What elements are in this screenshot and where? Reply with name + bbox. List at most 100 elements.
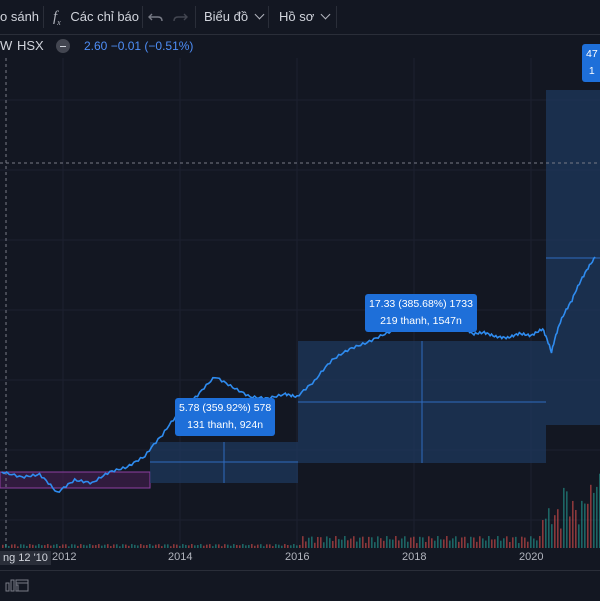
volume-bar [11, 544, 13, 548]
measure-label-line2: 1 [588, 65, 595, 77]
symbol-name[interactable]: W [0, 38, 13, 53]
volume-bar [488, 536, 490, 548]
volume-bar [74, 544, 76, 548]
measure-label-line1: 47 [586, 48, 598, 60]
measure-label-2020: 47 1 [582, 44, 600, 82]
volume-bar [260, 544, 262, 548]
volume-bar [125, 544, 127, 548]
volume-bar [23, 544, 25, 548]
volume-bar [110, 546, 112, 548]
volume-bar [50, 545, 52, 548]
volume-bar [419, 536, 421, 548]
undo-icon [148, 13, 163, 22]
volume-bar [47, 544, 49, 548]
volume-bar [20, 544, 22, 548]
undo-button[interactable] [148, 0, 168, 34]
volume-bar [293, 544, 295, 548]
volume-bar [521, 536, 523, 548]
volume-bar [101, 545, 103, 548]
chart-menu-button[interactable]: Biểu đồ [204, 0, 265, 34]
x-axis-tick: 2018 [402, 551, 427, 563]
volume-bar [440, 539, 442, 548]
volume-bar [554, 515, 556, 548]
volume-bar [53, 544, 55, 548]
volume-bar [116, 544, 118, 548]
volume-bar [248, 544, 250, 548]
volume-bar [104, 544, 106, 548]
profile-menu-button[interactable]: Hồ sơ [279, 0, 331, 34]
volume-bar [446, 536, 448, 548]
volume-bar [41, 545, 43, 548]
volume-bar [332, 540, 334, 548]
volume-bar [176, 544, 178, 548]
calendar-icon[interactable] [14, 577, 30, 593]
volume-bar [122, 544, 124, 548]
volume-bar [587, 503, 589, 548]
volume-bar [14, 544, 16, 548]
volume-bar [365, 542, 367, 548]
indicators-button[interactable]: fx Các chỉ báo [53, 0, 139, 34]
volume-bar [596, 486, 598, 548]
volume-bar [98, 544, 100, 548]
volume-bar [380, 538, 382, 548]
volume-bar [140, 544, 142, 548]
volume-bar [2, 544, 4, 548]
volume-bar [212, 546, 214, 548]
volume-bar [143, 545, 145, 548]
measure-label-2017: 17.33 (385.68%) 1733 219 thanh, 1547n [365, 294, 477, 332]
volume-bar [275, 544, 277, 548]
volume-bar [452, 538, 454, 548]
volume-bar [551, 524, 553, 548]
volume-bar [95, 545, 97, 548]
volume-bar [164, 544, 166, 548]
volume-bar [536, 540, 538, 548]
volume-bar [287, 544, 289, 548]
volume-bar [62, 544, 64, 548]
volume-bar [356, 541, 358, 548]
volume-bar [557, 509, 559, 548]
volume-bar [281, 545, 283, 548]
price-line-series [1, 256, 596, 493]
volume-bar [539, 536, 541, 548]
volume-bar [470, 536, 472, 548]
volume-bar [107, 544, 109, 548]
volume-bar [491, 539, 493, 548]
volume-bar [497, 536, 499, 548]
volume-bar [416, 543, 418, 548]
redo-button[interactable] [172, 0, 192, 34]
chart-menu-label: Biểu đồ [204, 9, 249, 24]
volume-bar [218, 544, 220, 548]
x-axis-tick: 2020 [519, 551, 544, 563]
compare-button[interactable]: o sánh [0, 9, 40, 24]
volume-bar [455, 536, 457, 548]
volume-bar [353, 536, 355, 548]
volume-bar [341, 539, 343, 548]
volume-bar [254, 545, 256, 548]
minus-icon[interactable] [56, 39, 70, 53]
volume-bar [230, 545, 232, 548]
volume-bar [227, 544, 229, 548]
volume-bar [347, 540, 349, 548]
volume-bar [272, 546, 274, 548]
volume-bar [569, 516, 571, 548]
volume-bar [83, 544, 85, 548]
chevron-down-icon [254, 9, 265, 20]
volume-bar [437, 536, 439, 548]
volume-bar [500, 540, 502, 548]
volume-bar [158, 544, 160, 548]
volume-bar [476, 541, 478, 548]
volume-bar [257, 544, 259, 548]
volume-bar [17, 546, 19, 548]
toolbar-divider [195, 6, 196, 28]
volume-bar [509, 542, 511, 548]
volume-bar [512, 537, 514, 548]
volume-bar [428, 536, 430, 548]
x-axis-cursor-label: ng 12 '10 [0, 551, 51, 565]
volume-bar [443, 539, 445, 548]
measure-label-2014: 5.78 (359.92%) 578 131 thanh, 924n [175, 398, 276, 436]
toolbar-divider [142, 6, 143, 28]
volume-bar [506, 536, 508, 548]
volume-bar [320, 537, 322, 548]
volume-bar [425, 541, 427, 548]
